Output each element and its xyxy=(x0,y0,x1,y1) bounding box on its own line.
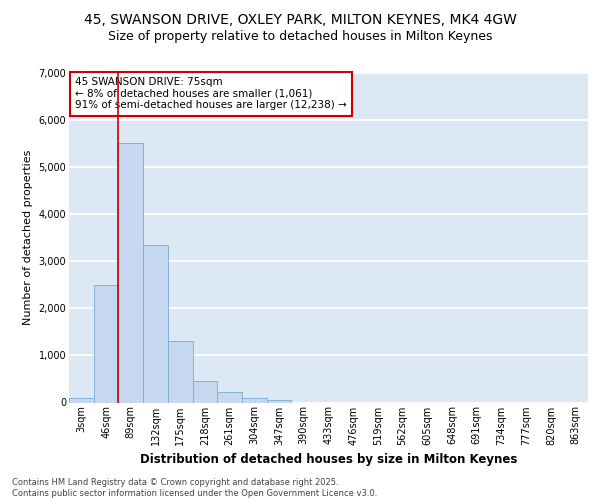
Text: Contains HM Land Registry data © Crown copyright and database right 2025.
Contai: Contains HM Land Registry data © Crown c… xyxy=(12,478,377,498)
Y-axis label: Number of detached properties: Number of detached properties xyxy=(23,150,33,325)
Bar xyxy=(118,143,143,403)
Bar xyxy=(217,392,242,402)
Bar xyxy=(193,382,217,402)
Text: 45 SWANSON DRIVE: 75sqm
← 8% of detached houses are smaller (1,061)
91% of semi-: 45 SWANSON DRIVE: 75sqm ← 8% of detached… xyxy=(75,77,347,110)
X-axis label: Distribution of detached houses by size in Milton Keynes: Distribution of detached houses by size … xyxy=(140,453,517,466)
Bar xyxy=(94,284,118,403)
Bar xyxy=(168,341,193,402)
Text: 45, SWANSON DRIVE, OXLEY PARK, MILTON KEYNES, MK4 4GW: 45, SWANSON DRIVE, OXLEY PARK, MILTON KE… xyxy=(83,12,517,26)
Bar xyxy=(242,398,267,402)
Bar xyxy=(143,244,168,402)
Text: Size of property relative to detached houses in Milton Keynes: Size of property relative to detached ho… xyxy=(108,30,492,43)
Bar xyxy=(69,398,94,402)
Bar xyxy=(267,400,292,402)
